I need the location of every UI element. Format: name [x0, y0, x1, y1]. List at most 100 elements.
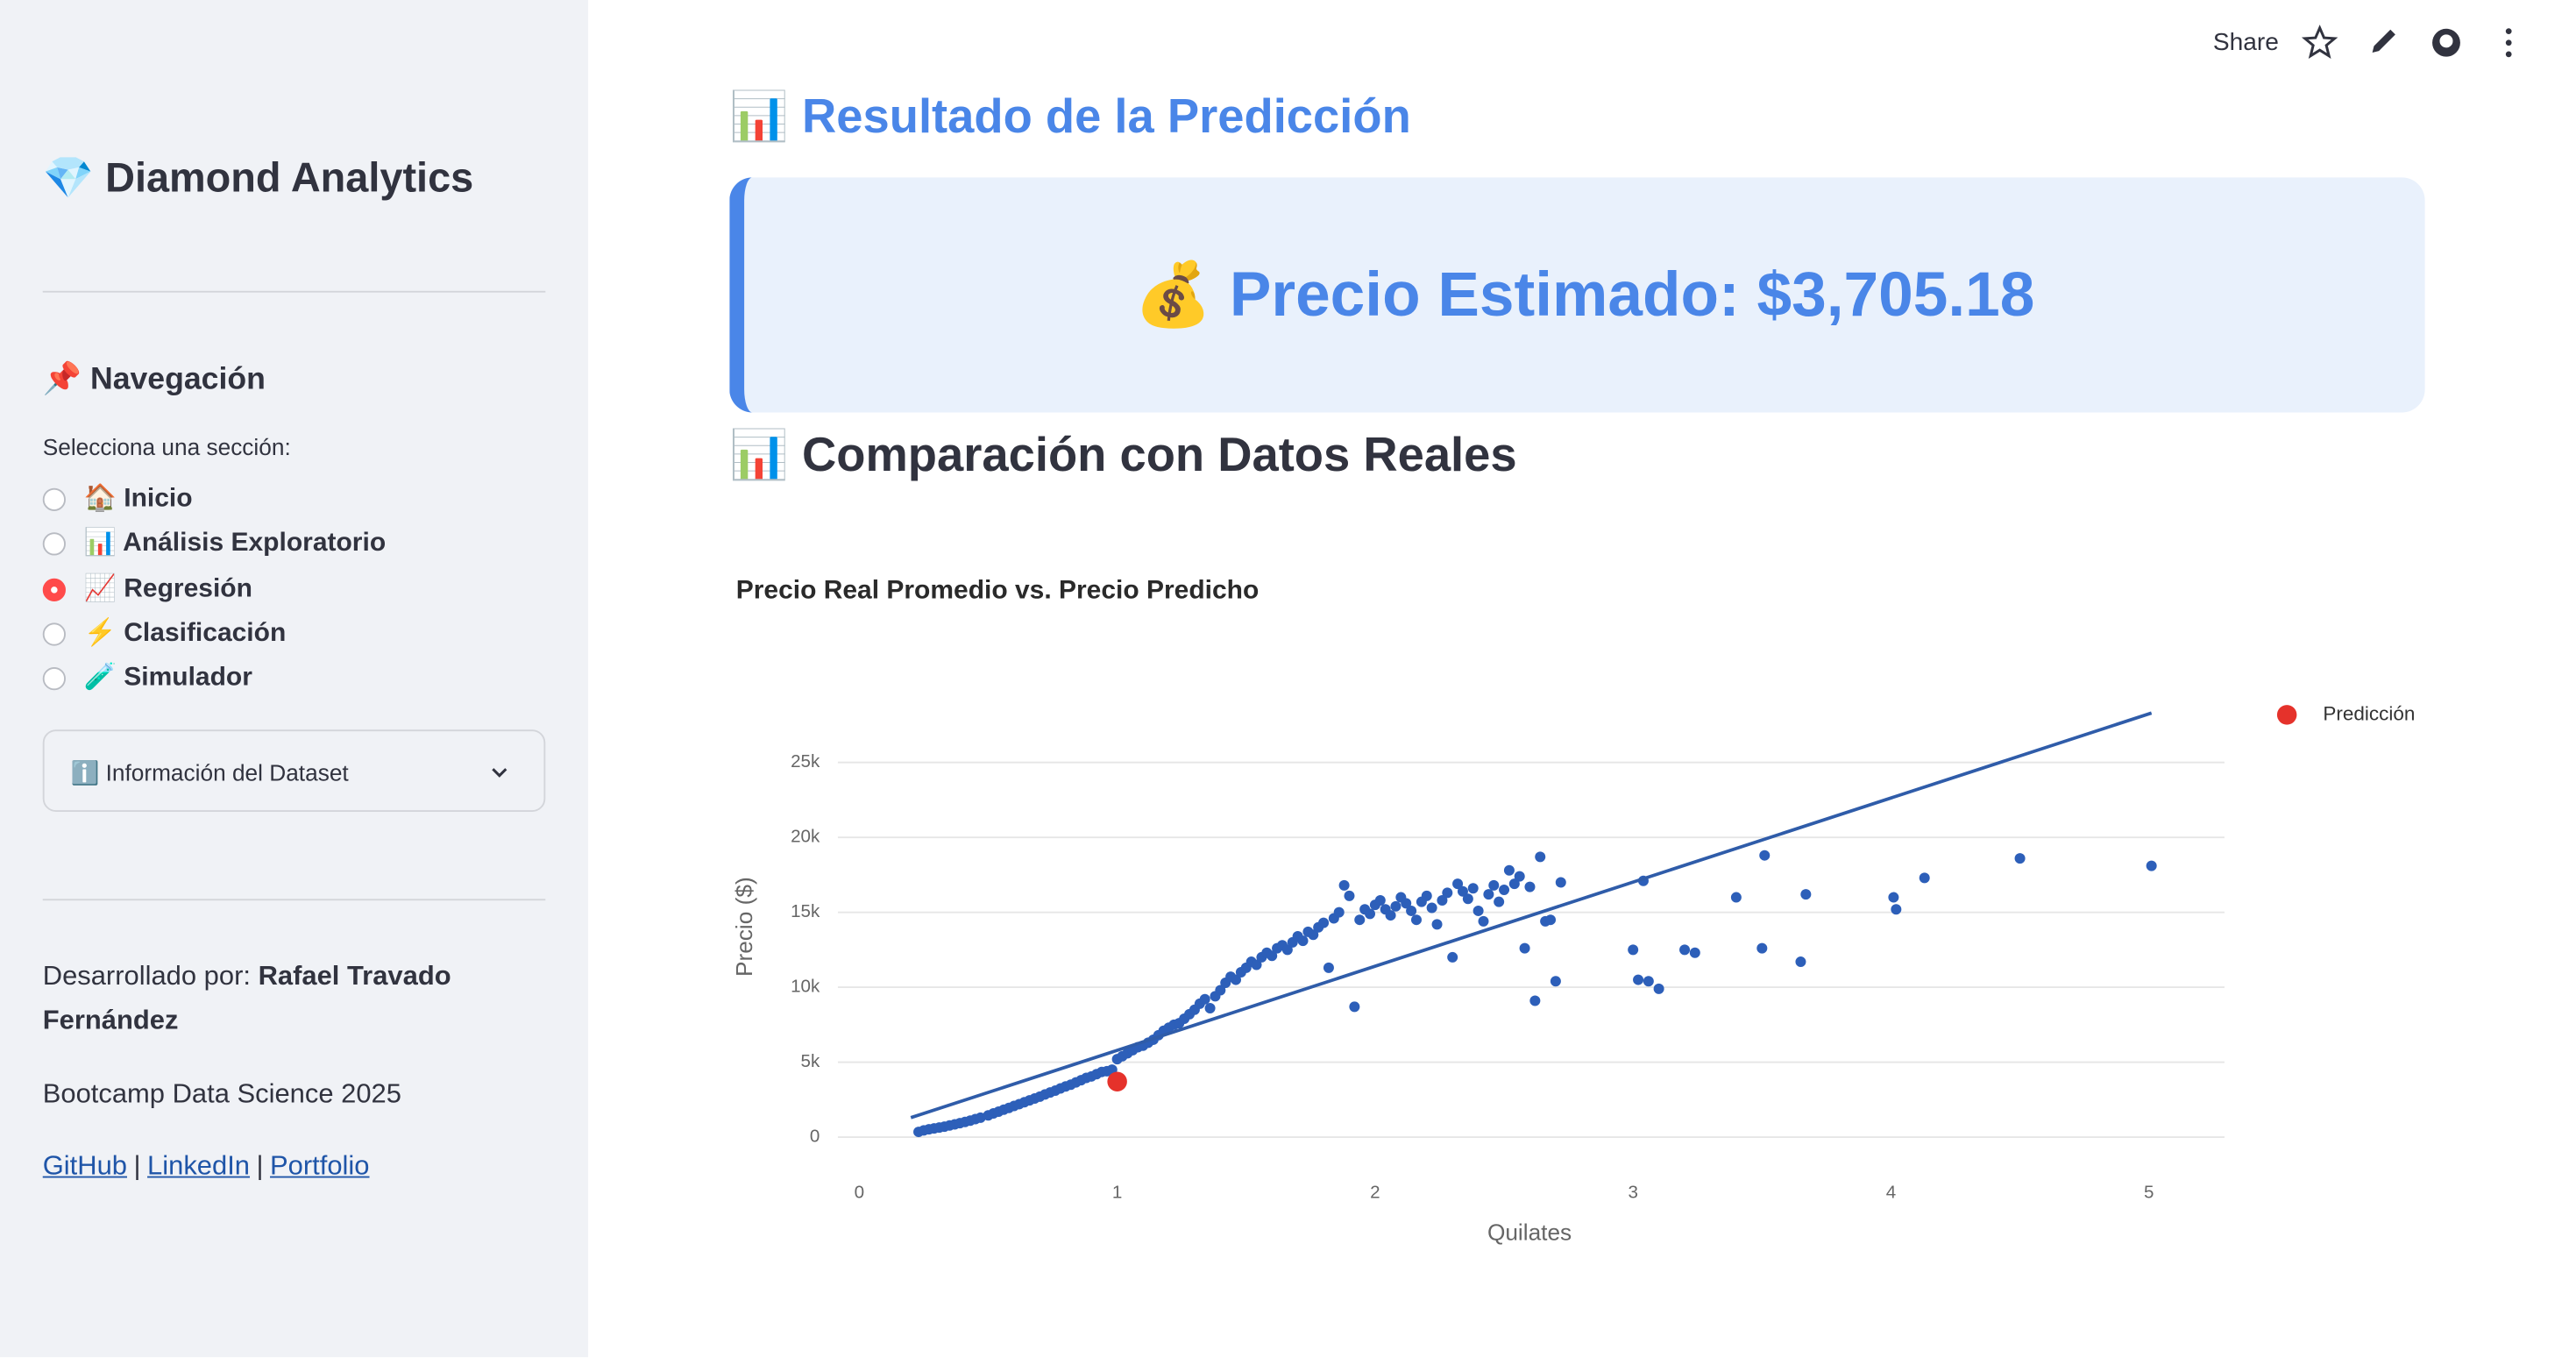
edit-icon[interactable]: [2372, 29, 2395, 53]
x-tick-label: 3: [1628, 1182, 1637, 1202]
data-point: [1467, 883, 1479, 894]
data-point: [1503, 864, 1515, 876]
data-point: [1297, 935, 1309, 947]
trend-line: [910, 711, 2153, 1120]
radio-label: Selecciona una sección:: [42, 433, 291, 460]
share-button[interactable]: Share: [2212, 28, 2279, 57]
menu-icon-dot: [2505, 51, 2512, 58]
data-point: [1251, 959, 1262, 971]
data-point: [1519, 942, 1530, 954]
data-point: [1628, 944, 1639, 956]
data-point: [1679, 944, 1691, 956]
data-point: [1473, 905, 1484, 916]
legend-label: Predicción: [2323, 702, 2415, 724]
data-point: [2014, 853, 2026, 864]
comparison-heading: 📊 Comparación con Datos Reales: [729, 430, 1517, 483]
credit: Desarrollado por: Rafael Travado Fernánd…: [43, 955, 536, 1043]
data-point: [1349, 1001, 1360, 1013]
menu-icon[interactable]: [2505, 28, 2512, 34]
data-point: [1545, 914, 1557, 926]
star-icon[interactable]: [2301, 25, 2338, 59]
x-tick-label: 4: [1886, 1182, 1896, 1202]
x-axis-label: Quilates: [1487, 1219, 1572, 1246]
radio-button[interactable]: [42, 532, 66, 557]
radio-option[interactable]: ⚡ Clasificación: [83, 619, 287, 648]
data-point: [1431, 919, 1443, 930]
bootcamp: Bootcamp Data Science 2025: [42, 1079, 401, 1109]
data-point: [1401, 898, 1412, 909]
result-heading: 📊 Resultado de la Predicción: [729, 91, 1411, 145]
data-point: [1333, 907, 1345, 918]
data-point: [1494, 896, 1505, 907]
data-point: [1374, 894, 1386, 906]
toolbar-icons: [2301, 25, 2512, 59]
divider: [42, 290, 546, 293]
nav-heading: 📌 Navegación: [42, 362, 266, 397]
data-point: [1406, 905, 1417, 916]
data-point: [1457, 885, 1468, 897]
links: GitHub | LinkedIn | Portfolio: [43, 1153, 370, 1180]
data-point: [1437, 894, 1448, 906]
radio-option[interactable]: 📈 Regresión: [83, 574, 252, 603]
y-tick-label: 25k: [791, 751, 820, 771]
data-point: [1730, 892, 1742, 903]
data-point: [1462, 893, 1473, 905]
data-point: [1204, 1003, 1216, 1014]
data-point: [1215, 985, 1226, 996]
data-point: [1390, 900, 1402, 912]
x-tick-label: 2: [1370, 1182, 1380, 1202]
y-tick-label: 10k: [791, 977, 820, 997]
radio-button[interactable]: [42, 622, 66, 646]
data-point: [1488, 879, 1500, 891]
data-point: [1410, 914, 1422, 926]
expander[interactable]: ℹ️ Información del Dataset: [42, 729, 546, 812]
data-point: [1447, 951, 1458, 963]
data-point: [1535, 851, 1546, 863]
y-tick-label: 15k: [791, 901, 820, 921]
link-separator: |: [133, 1151, 141, 1182]
data-point: [1800, 889, 1812, 900]
data-point: [1689, 947, 1700, 958]
link[interactable]: Portfolio: [270, 1151, 370, 1182]
y-tick-label: 5k: [801, 1051, 820, 1071]
data-point: [1499, 885, 1510, 896]
data-point: [1888, 892, 1899, 903]
result-box: 💰 Precio Estimado: $3,705.18: [729, 177, 2425, 413]
x-tick-label: 1: [1112, 1182, 1122, 1202]
data-point: [1426, 902, 1437, 914]
radio-option[interactable]: 🏠 Inicio: [83, 484, 193, 513]
radio-button[interactable]: [42, 578, 66, 601]
data-point: [1759, 850, 1771, 861]
data-point: [1344, 890, 1355, 901]
legend-marker: [2276, 705, 2297, 725]
data-point: [1308, 929, 1319, 941]
x-tick-label: 0: [855, 1182, 864, 1202]
menu-icon-dot: [2505, 39, 2512, 46]
data-point: [1633, 974, 1644, 985]
data-point: [1643, 976, 1654, 987]
radio-button[interactable]: [42, 487, 66, 511]
data-point: [1529, 995, 1541, 1006]
link[interactable]: GitHub: [42, 1151, 128, 1182]
data-point: [1354, 914, 1366, 926]
radio-button[interactable]: [42, 667, 66, 691]
expander-label: ℹ️ Información del Dataset: [70, 758, 349, 786]
data-point: [2146, 860, 2157, 871]
data-point: [1891, 904, 1902, 915]
data-point: [1795, 956, 1806, 968]
chart-title: Precio Real Promedio vs. Precio Predicho: [736, 576, 1260, 605]
data-point: [1653, 983, 1664, 994]
y-axis-label: Precio ($): [731, 877, 757, 977]
data-point: [1385, 910, 1396, 921]
data-point: [1555, 877, 1566, 888]
data-point: [1550, 976, 1561, 987]
link-separator: |: [256, 1151, 264, 1182]
data-point: [1514, 871, 1525, 882]
chevron-icon: [492, 768, 507, 778]
data-point: [1919, 872, 1930, 884]
radio-option[interactable]: 🧪 Simulador: [83, 664, 252, 693]
credit-name: Rafael Travado Fernández: [42, 961, 451, 1035]
radio-option[interactable]: 📊 Análisis Exploratorio: [83, 530, 387, 558]
link[interactable]: LinkedIn: [147, 1151, 250, 1182]
